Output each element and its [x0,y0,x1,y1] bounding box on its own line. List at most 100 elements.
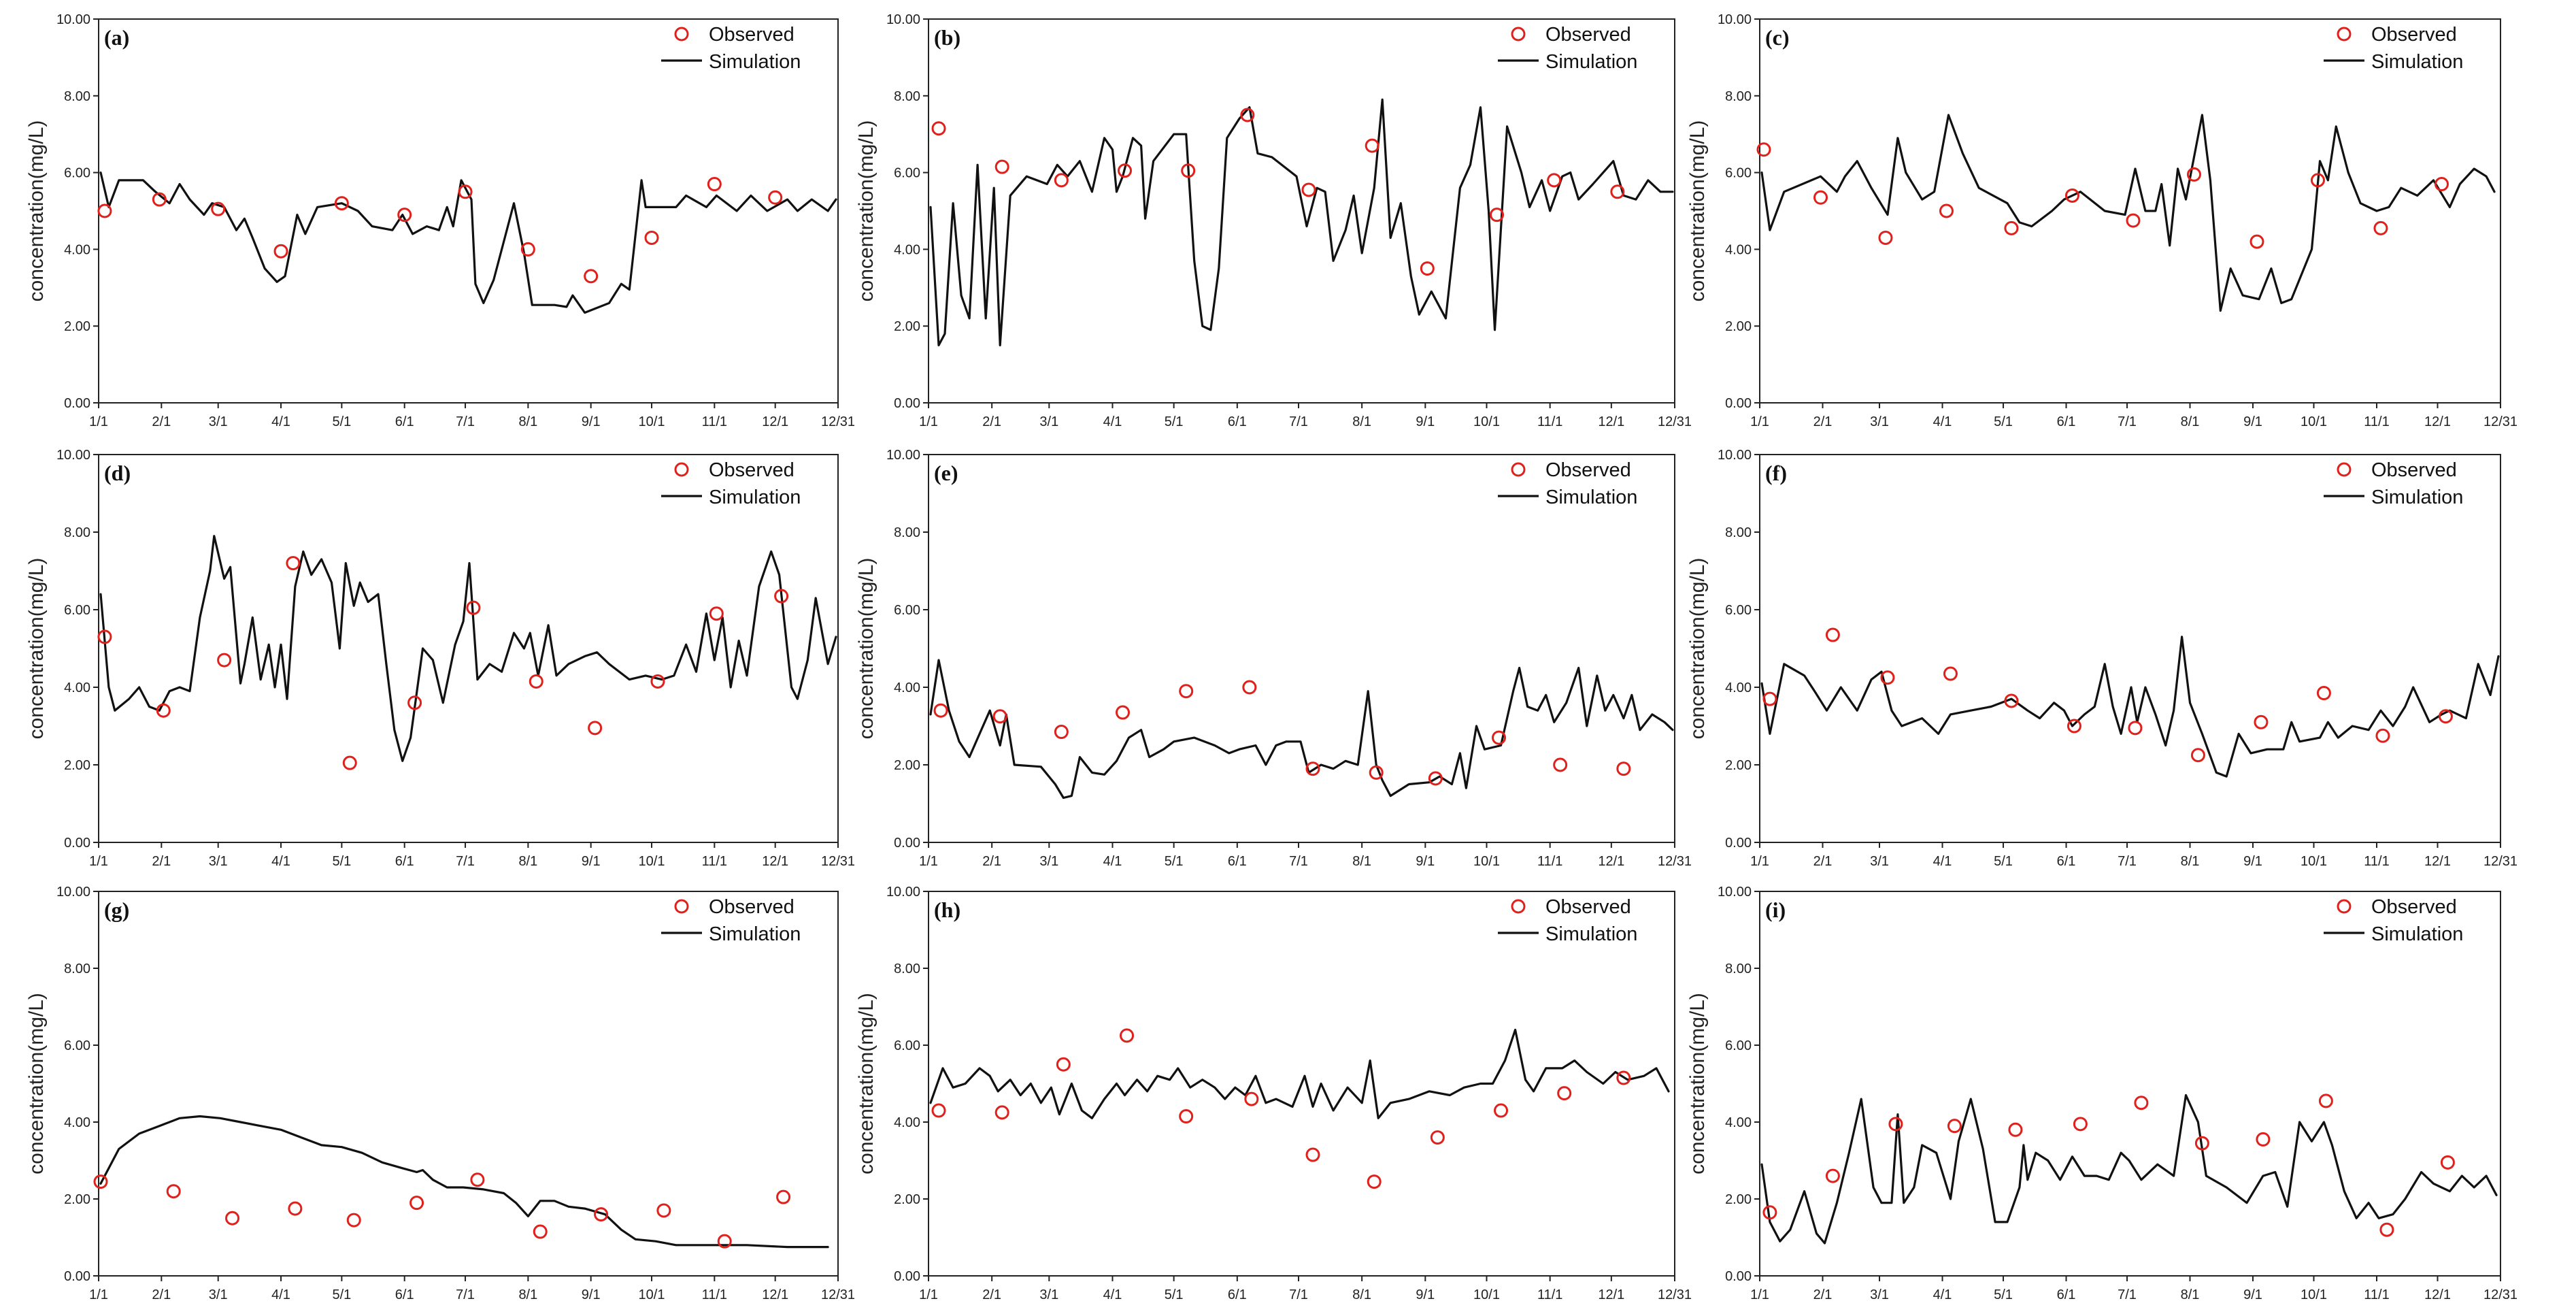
x-tick-label: 1/1 [919,854,938,869]
panel-f: 0.00 2.00 4.00 6.00 8.00 10.00 1/1 2/1 3/1 4/1 5/1… [1686,448,2518,869]
observed-point [2379,1222,2394,1237]
observed-point [1181,163,1196,178]
legend-simulation-label: Simulation [1545,51,1637,73]
plot-frame [1759,18,2501,404]
observed-point [97,629,112,644]
x-tick-label: 12/1 [2424,854,2451,869]
x-tick-label: 6/1 [395,854,414,869]
y-axis-label: concentration(mg/L) [25,993,48,1174]
x-tick-label: 8/1 [2181,854,2200,869]
x-tick-label: 4/1 [1933,854,1952,869]
observed-point [1616,1070,1631,1085]
observed-point [1054,173,1069,188]
x-tick-label: 11/1 [702,854,727,869]
observed-point [1179,1109,1194,1124]
x-tick-label: 8/1 [518,414,537,429]
x-tick-label: 9/1 [2243,1287,2262,1302]
y-tick-label: 4.00 [894,242,920,257]
x-tick-label: 12/31 [1658,414,1692,429]
legend-observed-marker [2337,899,2352,914]
observed-point [1939,203,1954,218]
x-tick-label: 1/1 [89,1287,108,1302]
x-tick-label: 3/1 [209,1287,228,1302]
observed-point [2373,220,2388,235]
simulation-line [929,98,1674,346]
x-tick-label: 8/1 [518,854,537,869]
x-tick-label: 2/1 [1813,414,1833,429]
observed-point [2064,188,2079,203]
x-tick-label: 6/1 [1228,854,1247,869]
panel-label: (i) [1765,898,1786,922]
observed-point [2256,1132,2271,1147]
y-tick-label: 4.00 [1725,242,1752,257]
observed-point [1116,705,1131,720]
observed-point [1301,182,1316,197]
plot-frame [928,18,1675,404]
observed-point [211,201,226,216]
y-tick-label: 6.00 [1725,1038,1752,1053]
observed-point [1825,1168,1840,1183]
simulation-line [1760,114,2496,312]
plot-frame [928,454,1675,843]
x-tick-label: 2/1 [1813,854,1833,869]
y-axis-label: concentration(mg/L) [25,558,48,740]
x-tick-label: 7/1 [456,854,475,869]
y-tick-label: 8.00 [1725,89,1752,104]
x-tick-label: 2/1 [152,854,171,869]
y-axis-label: concentration(mg/L) [855,558,877,740]
x-tick-label: 4/1 [1103,854,1122,869]
y-tick-label: 10.00 [886,448,920,463]
x-tick-label: 5/1 [1994,414,2013,429]
x-tick-label: 3/1 [1039,414,1058,429]
y-tick-label: 6.00 [64,603,90,618]
x-tick-label: 1/1 [1750,414,1769,429]
observed-point [2073,1117,2088,1132]
y-tick-label: 4.00 [64,1115,90,1130]
x-tick-label: 5/1 [332,854,351,869]
panel-label: (b) [934,25,960,50]
simulation-line [1760,636,2500,778]
y-tick-label: 0.00 [894,836,920,851]
legend-observed-marker [1511,27,1526,42]
x-tick-label: 2/1 [982,1287,1001,1302]
observed-point [992,709,1007,724]
y-tick-label: 4.00 [894,680,920,695]
y-tick-label: 10.00 [1718,12,1752,27]
observed-point [1369,765,1384,780]
x-tick-label: 1/1 [919,414,938,429]
x-tick-label: 11/1 [2364,1287,2389,1302]
observed-point [166,1184,181,1199]
x-tick-label: 1/1 [919,1287,938,1302]
y-tick-label: 0.00 [894,396,920,411]
observed-point [2008,1122,2023,1137]
x-tick-label: 7/1 [1289,1287,1308,1302]
observed-point [2190,748,2205,763]
y-tick-label: 2.00 [1725,319,1752,334]
x-tick-label: 11/1 [2364,854,2389,869]
legend-observed-label: Observed [2371,896,2457,918]
x-tick-label: 5/1 [1165,414,1184,429]
observed-point [1179,684,1194,699]
legend-observed-marker [674,27,689,42]
observed-point [1056,1057,1071,1072]
x-tick-label: 12/1 [1598,414,1624,429]
x-tick-label: 7/1 [2118,414,2137,429]
observed-point [1756,142,1771,157]
observed-point [2440,1155,2455,1170]
observed-point [2318,1093,2333,1108]
y-tick-label: 0.00 [1725,1269,1752,1284]
simulation-line [929,1028,1670,1119]
x-tick-label: 10/1 [639,1287,665,1302]
x-tick-label: 3/1 [209,854,228,869]
x-tick-label: 8/1 [1352,414,1371,429]
observed-point [644,230,659,245]
x-tick-label: 12/31 [1658,1287,1692,1302]
y-tick-label: 6.00 [64,1038,90,1053]
y-tick-label: 6.00 [1725,166,1752,181]
x-tick-label: 3/1 [1039,854,1058,869]
x-tick-label: 4/1 [1933,414,1952,429]
panel-c: 0.00 2.00 4.00 6.00 8.00 10.00 1/1 2/1 3/1 4/1 5/1… [1686,12,2518,429]
observed-point [1880,670,1895,685]
y-tick-label: 6.00 [894,166,920,181]
